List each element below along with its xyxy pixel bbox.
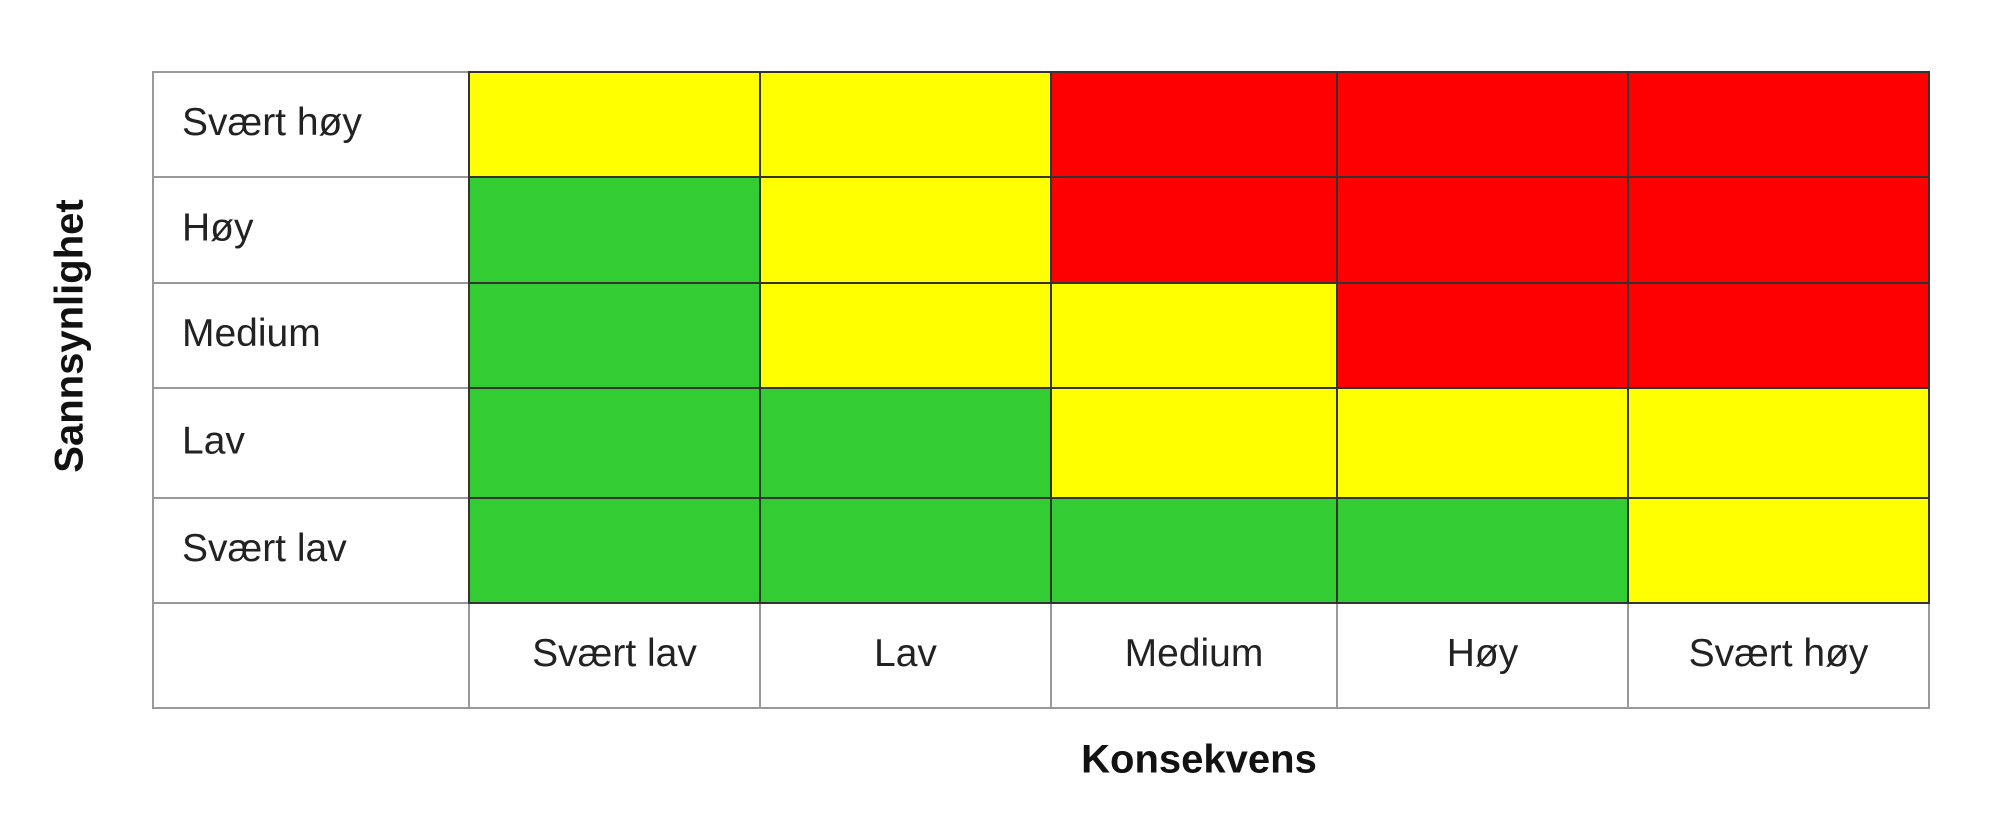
column-label: Høy — [1447, 632, 1519, 675]
risk-cell — [468, 282, 761, 389]
label-cell — [468, 602, 761, 709]
label-cell — [152, 282, 470, 389]
y-axis-title: Sannsynlighet — [48, 199, 92, 472]
risk-cell — [1050, 497, 1338, 604]
label-cell — [152, 387, 470, 499]
column-label: Svært høy — [1689, 632, 1869, 675]
risk-cell — [1627, 282, 1930, 389]
risk-cell — [1336, 497, 1629, 604]
risk-cell — [759, 387, 1052, 499]
risk-cell — [468, 176, 761, 284]
row-label: Høy — [182, 206, 254, 249]
risk-cell — [759, 176, 1052, 284]
label-cell — [152, 602, 470, 709]
risk-cell — [1627, 176, 1930, 284]
risk-cell — [1336, 282, 1629, 389]
risk-cell — [468, 387, 761, 499]
x-axis-title: Konsekvens — [1081, 738, 1317, 782]
risk-cell — [468, 71, 761, 178]
label-cell — [1050, 602, 1338, 709]
row-label: Svært høy — [182, 101, 362, 144]
row-label: Lav — [182, 419, 245, 462]
label-cell — [152, 176, 470, 284]
risk-cell — [1050, 282, 1338, 389]
risk-cell — [1336, 387, 1629, 499]
risk-cell — [759, 497, 1052, 604]
risk-cell — [1050, 387, 1338, 499]
risk-cell — [1627, 497, 1930, 604]
risk-cell — [468, 497, 761, 604]
label-cell — [152, 71, 470, 178]
row-label: Svært lav — [182, 527, 347, 570]
risk-cell — [1336, 71, 1629, 178]
risk-cell — [1336, 176, 1629, 284]
column-label: Lav — [874, 632, 937, 675]
risk-cell — [759, 282, 1052, 389]
row-label: Medium — [182, 312, 321, 355]
risk-cell — [1050, 176, 1338, 284]
risk-cell — [1627, 387, 1930, 499]
column-label: Svært lav — [532, 632, 697, 675]
risk-cell — [759, 71, 1052, 178]
label-cell — [1336, 602, 1629, 709]
column-label: Medium — [1125, 632, 1264, 675]
label-cell — [759, 602, 1052, 709]
label-cell — [1627, 602, 1930, 709]
risk-cell — [1627, 71, 1930, 178]
risk-cell — [1050, 71, 1338, 178]
label-cell — [152, 497, 470, 604]
